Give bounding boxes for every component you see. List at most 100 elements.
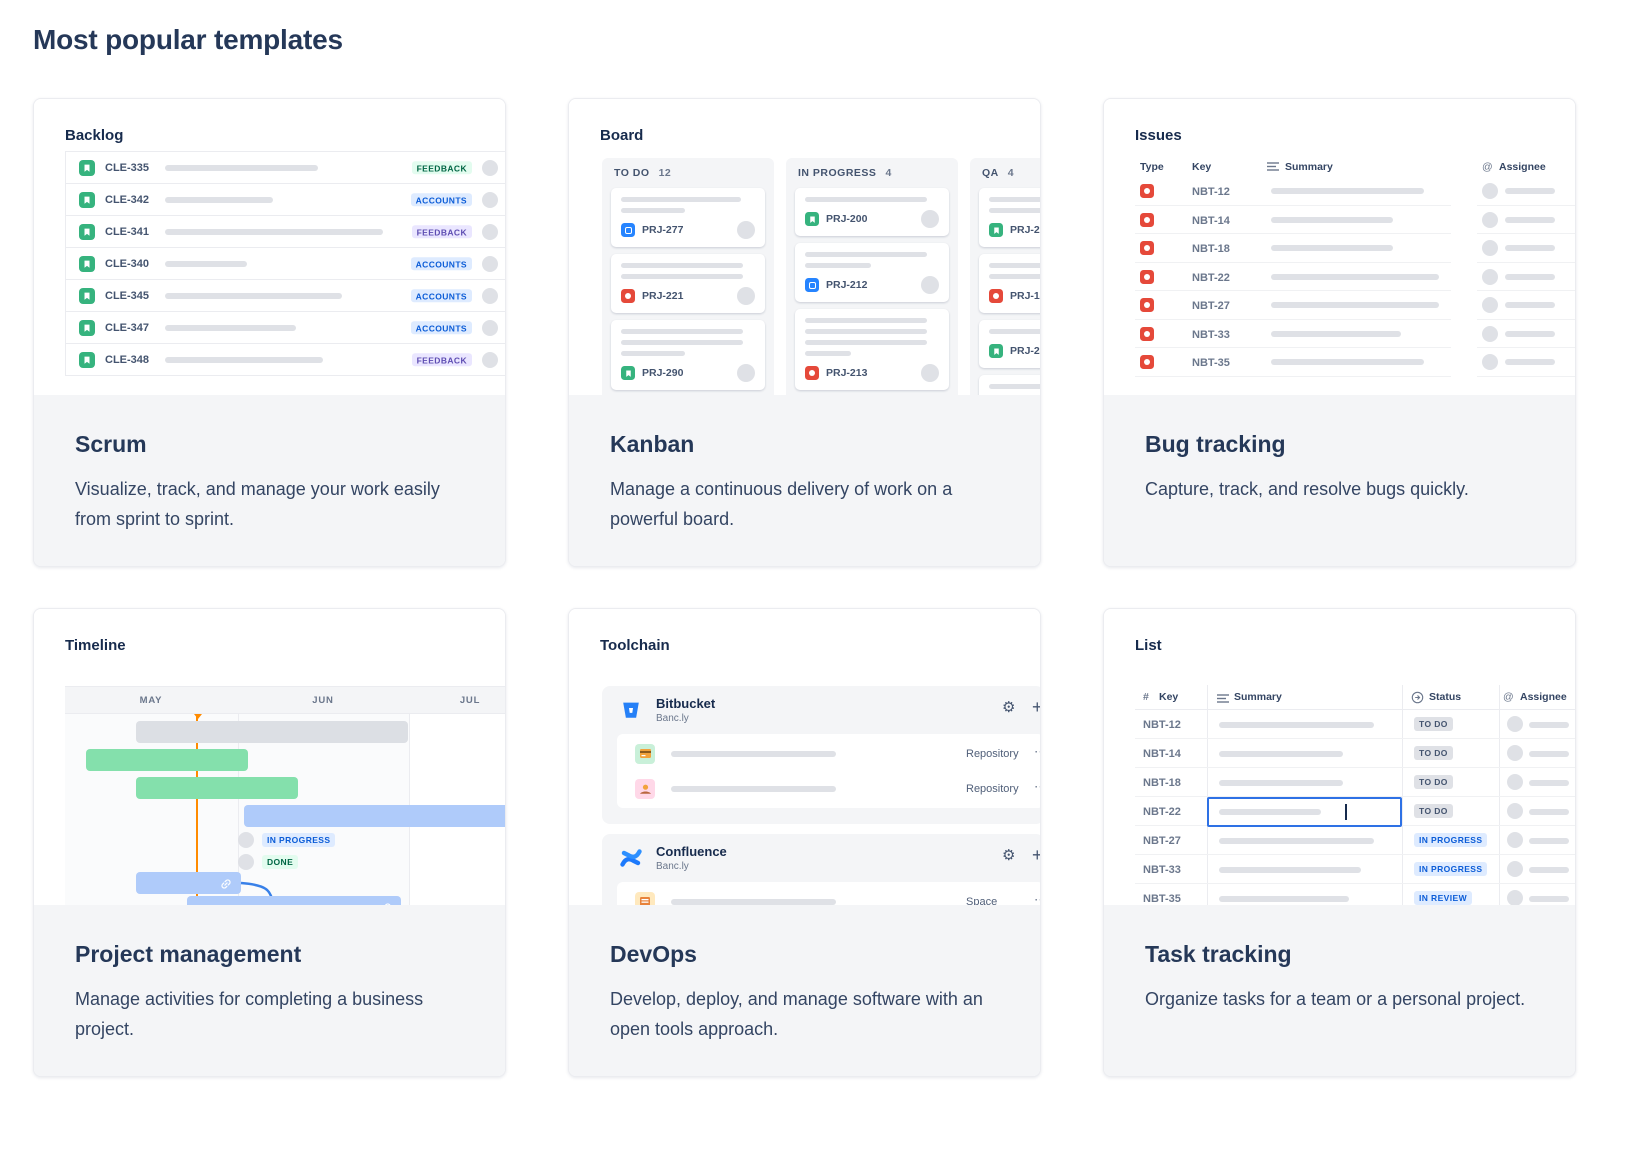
scrum-card-footer: Scrum Visualize, track, and manage your …	[34, 395, 505, 566]
template-card-bug-tracking[interactable]: Issues Type Key Summary @ Assignee NBT-1…	[1103, 98, 1576, 567]
gear-icon: ⚙	[1002, 847, 1016, 864]
story-icon	[79, 319, 95, 336]
avatar	[482, 159, 498, 176]
skeleton-bar	[165, 196, 273, 203]
skeleton-bar	[1505, 302, 1555, 308]
column-header-assignee: Assignee	[1520, 691, 1567, 703]
column-divider	[1207, 685, 1208, 905]
page-title: Most popular templates	[33, 24, 343, 55]
column-header-summary: Summary	[1234, 691, 1282, 703]
task-icon	[621, 223, 635, 237]
tool-item-row: Space ⋯	[617, 884, 1040, 905]
today-marker-arrow	[194, 714, 202, 723]
story-icon	[79, 255, 95, 272]
label-badge: FEEDBACK	[411, 160, 472, 175]
skeleton-bar	[1219, 809, 1321, 815]
skeleton-bar	[165, 324, 296, 331]
skeleton-bar	[621, 329, 743, 334]
skeleton-bar	[1529, 721, 1569, 728]
issue-key: PRJ-290	[642, 367, 684, 379]
issue-key: PRJ-243	[1010, 345, 1040, 357]
repo-emoji-icon	[635, 778, 655, 799]
skeleton-bar	[1505, 273, 1555, 280]
column-header-key: Key	[1159, 691, 1179, 703]
template-card-kanban[interactable]: Board TO DO 12 PRJ-277	[568, 98, 1041, 567]
skeleton-bar	[621, 351, 685, 356]
skeleton-bar	[805, 318, 927, 323]
list-row: NBT-27 IN PROGRESS	[1135, 826, 1575, 855]
preview-title-toolchain: Toolchain	[600, 637, 670, 654]
avatar	[482, 223, 498, 240]
skeleton-bar	[805, 351, 851, 356]
backlog-list: CLE-335 FEEDBACK CLE-342 ACCOUNTS	[65, 151, 505, 376]
backlog-row: CLE-340 ACCOUNTS	[66, 248, 505, 280]
template-card-scrum[interactable]: Backlog CLE-335 FEEDBACK CLE-342 ACCOUNT…	[33, 98, 506, 567]
skeleton-bar	[1529, 750, 1569, 757]
skeleton-bar	[1505, 245, 1555, 251]
issue-row: NBT-14	[1135, 206, 1451, 234]
skeleton-bar	[1219, 721, 1374, 728]
gantt-bar	[86, 749, 248, 771]
gantt-bar	[136, 872, 241, 894]
card-description: Manage a continuous delivery of work on …	[610, 479, 953, 529]
board-card: PRJ-277	[611, 188, 765, 247]
board-card: PRJ-212	[795, 243, 949, 302]
template-card-devops[interactable]: Toolchain Bitbucket Banc.ly ⚙ +	[568, 608, 1041, 1077]
issue-key: NBT-22	[1192, 271, 1230, 284]
avatar	[921, 276, 939, 294]
status-badge: TO DO	[1414, 717, 1453, 731]
card-title: Bug tracking	[1145, 431, 1286, 457]
more-icon: ⋯	[1034, 779, 1040, 795]
backlog-row: CLE-347 ACCOUNTS	[66, 312, 505, 344]
today-marker-line	[196, 714, 198, 905]
issue-key: CLE-345	[105, 289, 150, 302]
skeleton-bar	[671, 785, 836, 792]
story-icon	[79, 191, 95, 208]
column-name: TO DO	[614, 167, 650, 179]
item-type-label: Repository	[966, 782, 1019, 795]
column-header-assignee: Assignee	[1499, 161, 1546, 173]
list-table: # Key Summary Status @ Assignee NBT-12 TO…	[1135, 685, 1575, 905]
skeleton-bar	[989, 197, 1040, 202]
skeleton-bar	[165, 164, 318, 171]
toolchain-preview: Toolchain Bitbucket Banc.ly ⚙ +	[569, 609, 1040, 905]
issue-key: CLE-342	[105, 193, 150, 206]
preview-title-backlog: Backlog	[65, 127, 124, 144]
story-icon	[621, 366, 635, 380]
month-label: MAY	[139, 695, 163, 706]
issue-key: NBT-27	[1143, 835, 1181, 847]
status-badge: TO DO	[1414, 775, 1453, 789]
more-icon: ⋯	[1034, 744, 1040, 760]
selected-summary-cell[interactable]	[1207, 797, 1402, 827]
assignee-cell	[1477, 234, 1575, 263]
skeleton-bar	[989, 208, 1040, 213]
skeleton-bar	[1219, 866, 1361, 873]
avatar	[482, 287, 498, 304]
avatar	[1482, 211, 1498, 228]
issue-key: NBT-22	[1143, 806, 1181, 818]
gantt-chart: MAY JUN JUL	[65, 686, 505, 905]
skeleton-bar	[1529, 837, 1569, 844]
gear-icon: ⚙	[1002, 699, 1016, 716]
bug-icon	[1140, 184, 1154, 198]
issue-key: PRJ-221	[642, 290, 684, 302]
template-card-task-tracking[interactable]: List # Key Summary Status @ Assignee	[1103, 608, 1576, 1077]
avatar	[238, 832, 254, 848]
skeleton-bar	[805, 340, 927, 345]
issue-key: NBT-27	[1192, 300, 1230, 312]
backlog-row: CLE-341 FEEDBACK	[66, 216, 505, 248]
skeleton-bar	[671, 750, 836, 757]
board-column-inprogress: IN PROGRESS 4 PRJ-200 PRJ-212	[786, 158, 958, 395]
scrum-preview: Backlog CLE-335 FEEDBACK CLE-342 ACCOUNT…	[34, 99, 505, 395]
list-row: NBT-12 TO DO	[1135, 710, 1575, 739]
tool-name: Bitbucket	[656, 696, 716, 711]
avatar	[737, 364, 755, 382]
issue-key: PRJ-212	[826, 279, 868, 291]
skeleton-bar	[1219, 750, 1343, 757]
issue-key: NBT-14	[1192, 214, 1230, 227]
avatar	[1507, 716, 1523, 732]
toolchain-panel-bitbucket: Bitbucket Banc.ly ⚙ + Repository ⋯	[602, 686, 1040, 824]
label-badge: FEEDBACK	[411, 224, 472, 239]
template-card-project-management[interactable]: Timeline MAY JUN JUL	[33, 608, 506, 1077]
backlog-row: CLE-342 ACCOUNTS	[66, 184, 505, 216]
